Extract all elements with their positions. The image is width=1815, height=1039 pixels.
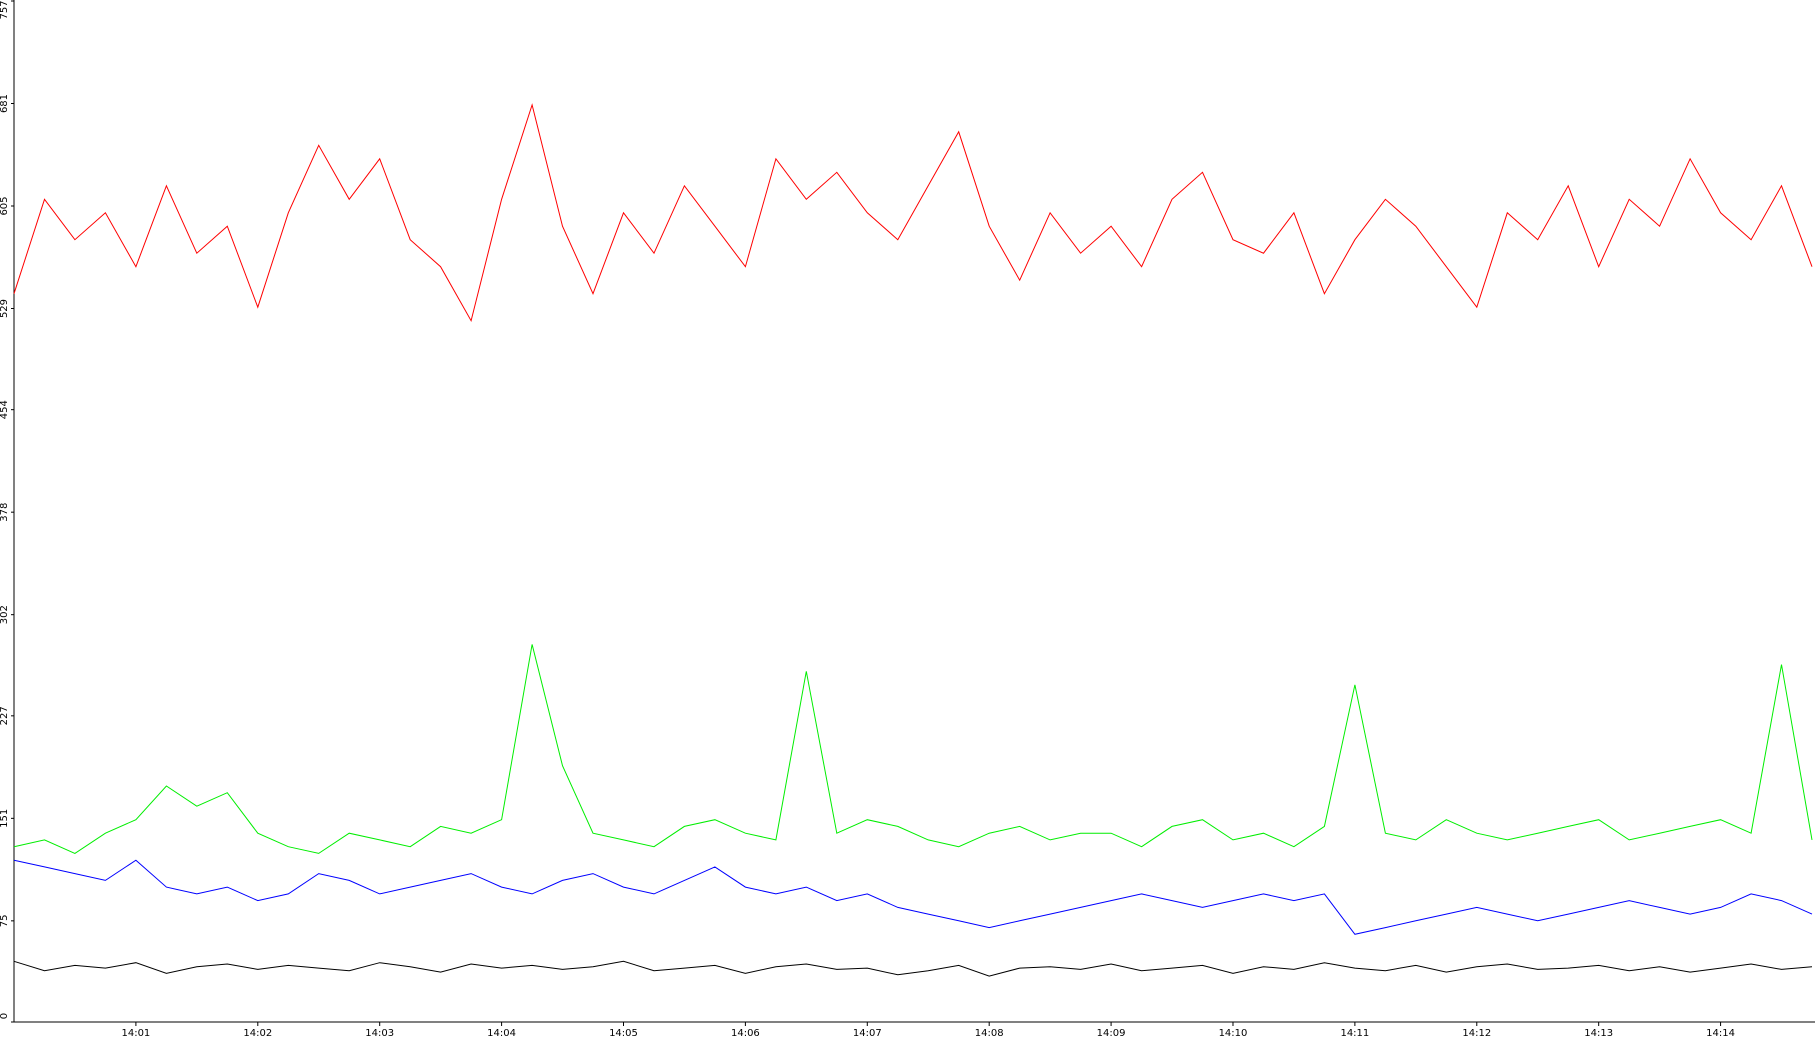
y-tick-label: 75 <box>0 914 10 927</box>
y-tick-label: 0 <box>0 1013 10 1019</box>
series-line <box>13 103 1813 323</box>
x-tick-label: 14:04 <box>487 1028 516 1039</box>
y-tick-label: 757 <box>0 0 10 19</box>
x-tick-label: 14:10 <box>1219 1028 1248 1039</box>
y-tick-label: 378 <box>0 503 10 522</box>
y-tick-label: 605 <box>0 196 10 215</box>
x-tick-label: 14:11 <box>1340 1028 1369 1039</box>
series-line <box>13 859 1813 935</box>
x-tick-label: 14:08 <box>975 1028 1004 1039</box>
x-tick-label: 14:06 <box>731 1028 760 1039</box>
y-tick-label: 529 <box>0 299 10 318</box>
y-tick-label: 302 <box>0 605 10 624</box>
x-tick-label: 14:13 <box>1584 1028 1613 1039</box>
x-tick-label: 14:12 <box>1462 1028 1491 1039</box>
x-tick-label: 14:09 <box>1097 1028 1126 1039</box>
x-tick-label: 14:05 <box>609 1028 638 1039</box>
series-line <box>13 960 1813 977</box>
x-tick-label: 14:14 <box>1706 1028 1735 1039</box>
y-tick-label: 681 <box>0 94 10 113</box>
y-tick-label: 227 <box>0 706 10 725</box>
series-line <box>13 644 1813 854</box>
y-tick-label: 151 <box>0 809 10 828</box>
x-tick-label: 14:07 <box>853 1028 882 1039</box>
x-tick-label: 14:02 <box>243 1028 272 1039</box>
x-tick-label: 14:01 <box>121 1028 150 1039</box>
x-tick-label: 14:03 <box>365 1028 394 1039</box>
y-tick-label: 454 <box>0 400 10 419</box>
